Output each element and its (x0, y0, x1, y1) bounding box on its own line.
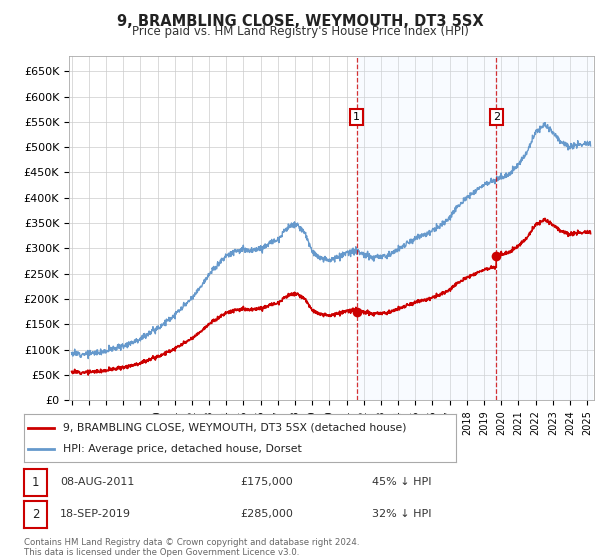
Text: 18-SEP-2019: 18-SEP-2019 (60, 509, 131, 519)
Text: 9, BRAMBLING CLOSE, WEYMOUTH, DT3 5SX (detached house): 9, BRAMBLING CLOSE, WEYMOUTH, DT3 5SX (d… (63, 423, 406, 433)
Text: 9, BRAMBLING CLOSE, WEYMOUTH, DT3 5SX: 9, BRAMBLING CLOSE, WEYMOUTH, DT3 5SX (116, 14, 484, 29)
Text: 45% ↓ HPI: 45% ↓ HPI (372, 477, 431, 487)
Text: Contains HM Land Registry data © Crown copyright and database right 2024.
This d: Contains HM Land Registry data © Crown c… (24, 538, 359, 557)
Text: HPI: Average price, detached house, Dorset: HPI: Average price, detached house, Dors… (63, 444, 302, 454)
Text: 2: 2 (32, 507, 39, 521)
Text: 1: 1 (32, 475, 39, 489)
Text: 2: 2 (493, 112, 500, 122)
Text: £175,000: £175,000 (240, 477, 293, 487)
Text: £285,000: £285,000 (240, 509, 293, 519)
Bar (496, 56, 592, 400)
Text: 32% ↓ HPI: 32% ↓ HPI (372, 509, 431, 519)
Text: 1: 1 (353, 112, 360, 122)
Bar (356, 56, 496, 400)
Text: 08-AUG-2011: 08-AUG-2011 (60, 477, 134, 487)
Text: Price paid vs. HM Land Registry's House Price Index (HPI): Price paid vs. HM Land Registry's House … (131, 25, 469, 38)
